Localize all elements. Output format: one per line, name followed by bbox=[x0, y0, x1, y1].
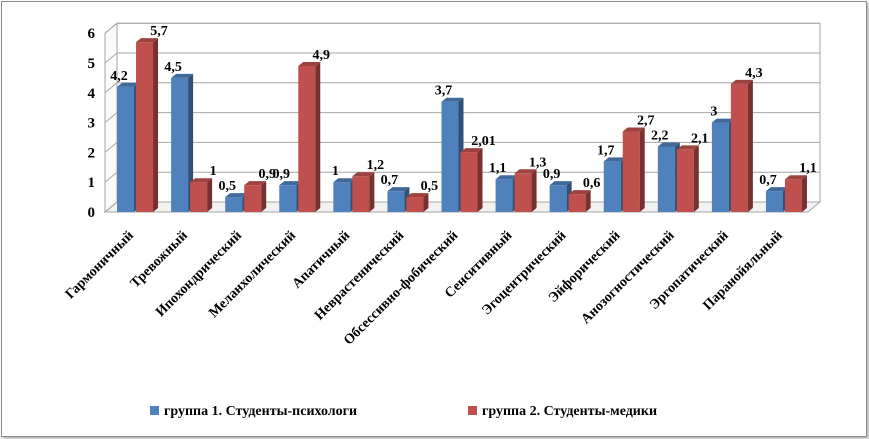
gridline-side bbox=[104, 52, 118, 64]
data-label-2-13: 1,1 bbox=[799, 161, 817, 176]
bar-1-7 bbox=[441, 97, 464, 212]
data-label-1-12: 3 bbox=[710, 105, 717, 120]
data-label-2-6: 0,5 bbox=[421, 179, 439, 194]
data-label-1-10: 1,7 bbox=[597, 143, 615, 158]
data-label-1-5: 1 bbox=[332, 164, 339, 179]
bar-1-4 bbox=[279, 181, 302, 212]
data-label-1-11: 2,2 bbox=[651, 128, 669, 143]
bar-2-2 bbox=[190, 178, 213, 212]
bar-2-5 bbox=[352, 172, 375, 212]
legend-label-series-2: группа 2. Студенты-медики bbox=[482, 404, 658, 419]
bar-1-8 bbox=[495, 175, 518, 212]
y-tick-label: 4 bbox=[88, 86, 96, 102]
bar-2-6 bbox=[406, 193, 429, 212]
bar-1-2 bbox=[171, 73, 194, 213]
data-label-1-4: 0,9 bbox=[273, 167, 291, 182]
data-label-2-7: 2,01 bbox=[471, 134, 496, 149]
y-tick-label: 0 bbox=[88, 205, 96, 221]
category-label-7: Обсессивно-фобический bbox=[341, 228, 461, 348]
data-label-2-3: 0,9 bbox=[258, 167, 276, 182]
data-label-2-4: 4,9 bbox=[313, 48, 331, 63]
bar-2-7 bbox=[460, 148, 483, 212]
y-tick-label: 5 bbox=[88, 56, 96, 72]
bar-2-11 bbox=[676, 145, 699, 212]
category-label-1: Гармоничный bbox=[63, 228, 137, 302]
bar-1-3 bbox=[225, 193, 248, 212]
gridline-side bbox=[104, 171, 118, 183]
bar-1-9 bbox=[549, 181, 572, 212]
y-tick-label: 6 bbox=[88, 26, 96, 42]
data-label-1-13: 0,7 bbox=[759, 173, 777, 188]
data-label-1-9: 0,9 bbox=[543, 167, 561, 182]
legend-swatch-series-2 bbox=[468, 406, 477, 415]
y-tick-label: 1 bbox=[88, 175, 96, 191]
data-label-1-2: 4,5 bbox=[164, 60, 182, 75]
category-label-11: Анозогностический bbox=[579, 228, 678, 327]
data-label-2-1: 5,7 bbox=[150, 24, 168, 39]
bar-2-12 bbox=[730, 79, 753, 212]
data-label-2-10: 2,7 bbox=[637, 114, 655, 129]
data-label-2-8: 1,3 bbox=[529, 155, 547, 170]
legend-label-series-1: группа 1. Студенты-психологи bbox=[164, 404, 358, 419]
y-tick-label: 3 bbox=[88, 116, 96, 132]
bars bbox=[117, 38, 807, 213]
data-label-2-11: 2,1 bbox=[691, 131, 709, 146]
data-label-1-3: 0,5 bbox=[218, 179, 236, 194]
bar-2-10 bbox=[622, 127, 645, 212]
data-label-2-2: 1 bbox=[210, 164, 217, 179]
bar-2-9 bbox=[568, 190, 591, 212]
category-labels: ГармоничныйТревожныйИпохондрическийМелан… bbox=[63, 228, 786, 348]
bar-1-13 bbox=[765, 187, 788, 212]
bar-1-12 bbox=[711, 118, 734, 212]
data-label-2-12: 4,3 bbox=[745, 66, 763, 81]
gridline-side bbox=[104, 201, 118, 213]
data-label-1-6: 0,7 bbox=[381, 173, 399, 188]
legend-item-series-2: группа 2. Студенты-медики bbox=[468, 404, 657, 420]
legend-swatch-series-1 bbox=[150, 406, 159, 415]
bar-1-1 bbox=[117, 82, 140, 212]
data-label-1-7: 3,7 bbox=[435, 84, 453, 99]
bar-2-13 bbox=[784, 175, 807, 212]
legend-item-series-1: группа 1. Студенты-психологи bbox=[150, 404, 357, 420]
gridline-side bbox=[104, 142, 118, 153]
bar-1-6 bbox=[387, 187, 410, 212]
bar-1-10 bbox=[603, 157, 626, 212]
gridline-side bbox=[104, 112, 118, 123]
data-label-2-9: 0,6 bbox=[583, 176, 601, 191]
y-axis-ticks: 0 1 2 3 4 5 6 bbox=[88, 26, 96, 221]
data-labels: 4,25,74,510,50,90,94,91 1,20,7 0,53,72,011… bbox=[110, 24, 816, 194]
bar-2-8 bbox=[514, 169, 537, 212]
data-label-1-1: 4,2 bbox=[110, 69, 128, 84]
y-tick-label: 2 bbox=[88, 145, 96, 161]
data-label-1-8: 1,1 bbox=[489, 161, 507, 176]
data-label-2-5: 1,2 bbox=[367, 158, 385, 173]
gridline-side bbox=[104, 82, 118, 94]
bar-1-5 bbox=[333, 178, 356, 212]
bar-2-4 bbox=[298, 61, 321, 213]
bar-1-11 bbox=[657, 142, 680, 212]
bar-2-3 bbox=[244, 181, 267, 212]
gridline-side bbox=[104, 22, 118, 34]
legend: группа 1. Студенты-психологи группа 2. С… bbox=[150, 404, 750, 424]
bar-2-1 bbox=[136, 38, 159, 212]
category-label-6: Неврастенический bbox=[312, 228, 407, 323]
